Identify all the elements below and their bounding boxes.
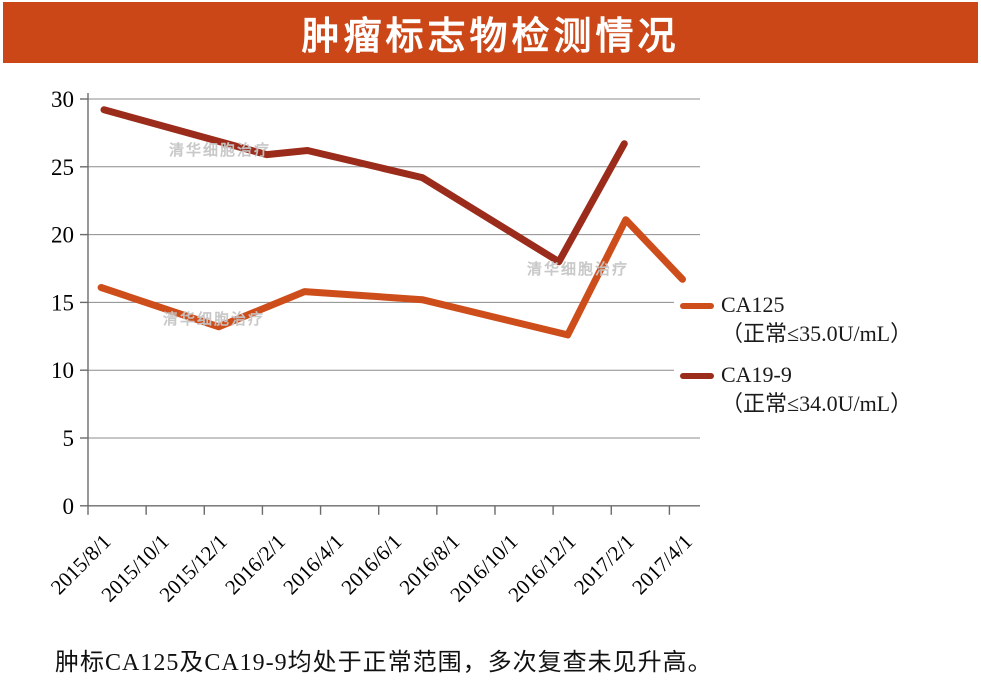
series-line-ca19-9 <box>100 106 628 266</box>
y-tick-label: 10 <box>51 358 74 383</box>
legend-note-ca19-9: （正常≤34.0U/mL） <box>721 391 913 416</box>
y-tick-label: 5 <box>63 426 75 451</box>
x-tick-label: 2016/4/1 <box>278 529 348 599</box>
ca19-9-line-swatch <box>680 373 714 379</box>
title-banner: 肿瘤标志物检测情况 <box>3 2 978 63</box>
x-tick-label: 2017/4/1 <box>627 529 697 599</box>
x-tick-label: 2016/2/1 <box>220 529 290 599</box>
watermark-text: 清华细胞治疗 <box>163 310 265 328</box>
x-tick-label: 2016/6/1 <box>336 529 406 599</box>
x-tick-label: 2017/2/1 <box>569 529 639 599</box>
series-line-ca125 <box>97 216 686 339</box>
legend-item-ca19-9: CA19-9 （正常≤34.0U/mL） <box>674 360 966 418</box>
page-title: 肿瘤标志物检测情况 <box>301 16 680 58</box>
y-tick-label: 30 <box>51 87 74 112</box>
caption-text: 肿标CA125及CA19-9均处于正常范围，多次复查未见升高。 <box>55 650 713 676</box>
watermark-text: 清华细胞治疗 <box>169 141 271 159</box>
legend-note-ca125: （正常≤35.0U/mL） <box>721 321 913 346</box>
y-tick-label: 25 <box>51 155 74 180</box>
legend-item-ca125: CA125 （正常≤35.0U/mL） <box>674 290 966 348</box>
y-tick-label: 20 <box>51 223 74 248</box>
watermark-text: 清华细胞治疗 <box>527 260 629 278</box>
y-tick-label: 15 <box>51 290 74 315</box>
ca125-line-swatch <box>680 303 714 309</box>
chart-legend: CA125 （正常≤35.0U/mL） CA19-9 （正常≤34.0U/mL） <box>674 290 966 430</box>
legend-label-ca125: CA125 <box>721 292 785 317</box>
y-tick-label: 0 <box>63 494 75 519</box>
legend-label-ca19-9: CA19-9 <box>721 362 792 387</box>
